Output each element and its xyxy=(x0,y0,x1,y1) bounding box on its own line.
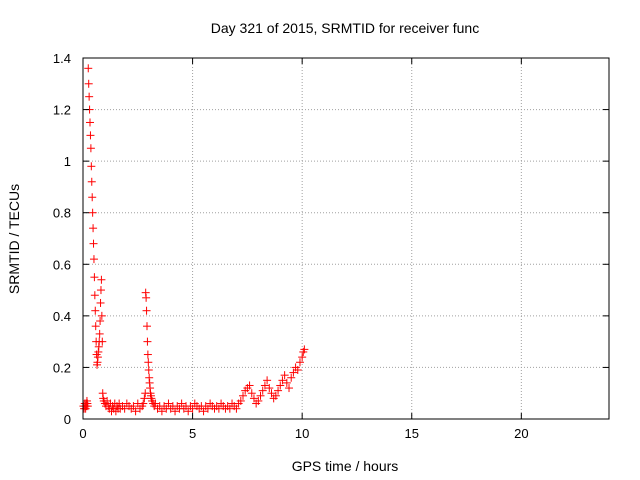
data-point xyxy=(142,322,151,331)
data-point xyxy=(90,291,99,300)
data-point xyxy=(88,193,97,202)
data-point xyxy=(254,396,263,405)
grid xyxy=(83,58,609,419)
data-point xyxy=(97,311,106,320)
data-point xyxy=(177,399,186,408)
data-point xyxy=(249,394,258,403)
data-point xyxy=(91,306,100,315)
data-point xyxy=(91,322,100,331)
data-point xyxy=(87,177,96,186)
data-point xyxy=(98,337,107,346)
data-point xyxy=(96,286,105,295)
data-point xyxy=(271,391,280,400)
data-point xyxy=(267,389,276,398)
data-point xyxy=(260,381,269,390)
data-point xyxy=(164,399,173,408)
x-tick-label: 15 xyxy=(405,426,419,441)
data-point xyxy=(199,407,208,416)
data-point xyxy=(289,368,298,377)
x-tick-labels: 0 5 10 15 20 xyxy=(79,426,528,441)
x-axis-label: GPS time / hours xyxy=(292,458,399,474)
data-point xyxy=(157,407,166,416)
data-point xyxy=(86,118,95,127)
data-point xyxy=(285,384,294,393)
data-point xyxy=(236,396,245,405)
data-point xyxy=(139,399,148,408)
data-point xyxy=(96,317,105,326)
axis-ticks xyxy=(82,57,609,420)
y-axis-label: SRMTID / TECUs xyxy=(6,184,22,294)
data-point xyxy=(95,329,104,338)
data-point xyxy=(142,293,151,302)
y-tick-label: 0.6 xyxy=(53,257,71,272)
data-point xyxy=(274,386,283,395)
data-point xyxy=(97,275,106,284)
data-point xyxy=(89,255,98,264)
data-point xyxy=(83,402,92,411)
data-point xyxy=(278,376,287,385)
data-point xyxy=(256,391,265,400)
data-point xyxy=(84,79,93,88)
y-tick-label: 0.4 xyxy=(53,309,71,324)
y-tick-labels: 0 0.2 0.4 0.6 0.8 1 1.2 1.4 xyxy=(53,51,71,427)
data-point xyxy=(263,376,272,385)
y-tick-label: 0.8 xyxy=(53,206,71,221)
data-point xyxy=(143,337,152,346)
data-point xyxy=(144,366,153,375)
data-point xyxy=(265,384,274,393)
data-point xyxy=(280,371,289,380)
data-point xyxy=(151,399,160,408)
data-point xyxy=(247,389,256,398)
data-point xyxy=(232,404,241,413)
data-point xyxy=(258,386,267,395)
data-point xyxy=(276,381,285,390)
data-point xyxy=(89,224,98,233)
data-point xyxy=(144,358,153,367)
y-tick-label: 1 xyxy=(64,154,71,169)
data-point xyxy=(129,402,138,411)
data-point xyxy=(84,64,93,73)
data-point xyxy=(293,366,302,375)
chart-title: Day 321 of 2015, SRMTID for receiver fun… xyxy=(211,20,479,36)
data-point xyxy=(298,353,307,362)
data-point xyxy=(184,407,193,416)
x-tick-label: 5 xyxy=(189,426,196,441)
data-points xyxy=(79,64,309,416)
data-point xyxy=(86,144,95,153)
x-tick-label: 0 xyxy=(79,426,86,441)
data-point xyxy=(90,273,99,282)
data-point xyxy=(86,131,95,140)
y-tick-label: 1.4 xyxy=(53,51,71,66)
plot-frame xyxy=(82,57,610,420)
data-point xyxy=(88,208,97,217)
y-tick-label: 0.2 xyxy=(53,360,71,375)
data-point xyxy=(87,162,96,171)
data-point xyxy=(131,407,140,416)
x-tick-label: 20 xyxy=(514,426,528,441)
data-point xyxy=(282,378,291,387)
data-point xyxy=(238,391,247,400)
data-point xyxy=(142,306,151,315)
data-point xyxy=(85,92,94,101)
data-point xyxy=(295,358,304,367)
data-point xyxy=(287,373,296,382)
data-point xyxy=(96,298,105,307)
data-point xyxy=(140,394,149,403)
data-point xyxy=(245,381,254,390)
data-point xyxy=(300,345,309,354)
data-point xyxy=(143,350,152,359)
x-tick-label: 10 xyxy=(295,426,309,441)
data-point xyxy=(171,407,180,416)
data-point xyxy=(89,239,98,248)
y-tick-label: 1.2 xyxy=(53,103,71,118)
y-tick-label: 0 xyxy=(64,412,71,427)
